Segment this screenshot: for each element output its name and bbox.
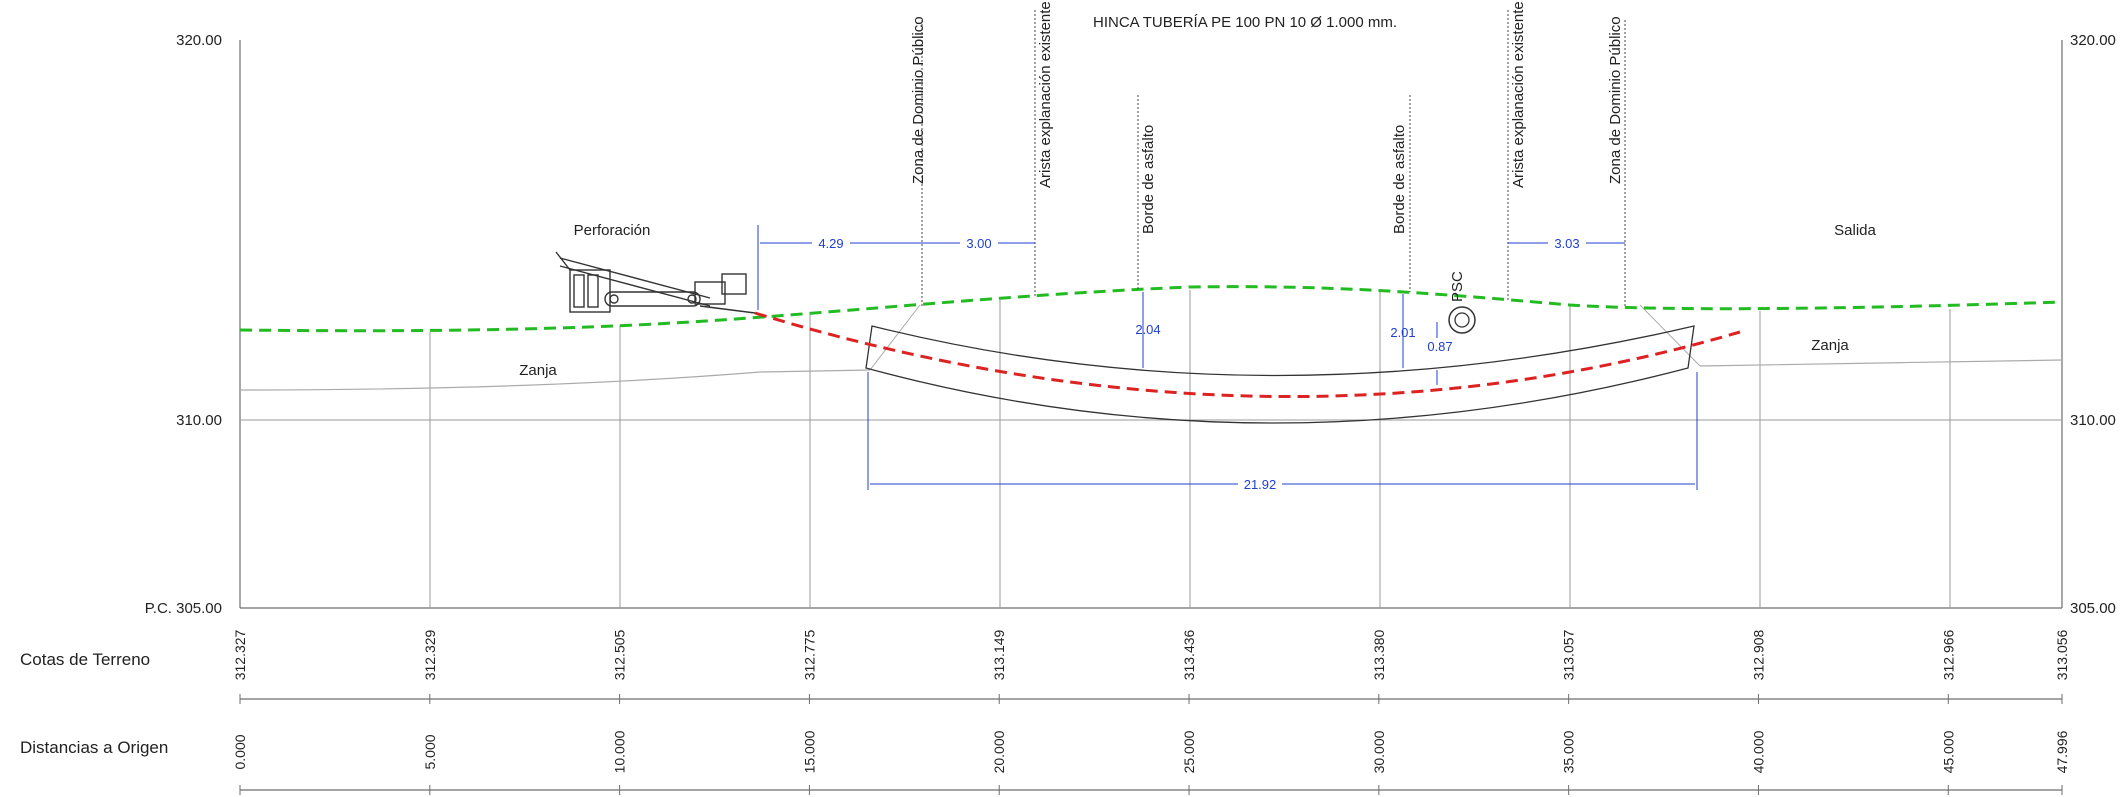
- dim-4-29-bg: [812, 235, 850, 251]
- dim-21-92: 21.92: [1244, 477, 1277, 492]
- cover-right: 2.01: [1390, 325, 1415, 340]
- marker-borde-asfalto-left: Borde de asfalto: [1140, 125, 1157, 234]
- terrain-line: [239, 285, 2063, 333]
- drill-rig-icon: [555, 251, 756, 314]
- distance-value: 20.000: [991, 730, 1007, 773]
- distance-value: 25.000: [1181, 730, 1197, 773]
- cota-value: 313.436: [1181, 629, 1197, 680]
- dim-3-03-bg: [1548, 235, 1586, 251]
- left-tick-305: P.C. 305.00: [145, 600, 222, 617]
- cota-value: 312.329: [422, 629, 438, 680]
- psc-label: PSC: [1449, 271, 1466, 302]
- dim-3-00: 3.00: [966, 236, 991, 251]
- zanja-left-label: Zanja: [519, 362, 557, 379]
- dim-4-29: 4.29: [818, 236, 843, 251]
- distance-value: 35.000: [1561, 730, 1577, 773]
- dimension-lines: [757, 225, 1698, 490]
- left-tick-320: 320.00: [176, 32, 222, 49]
- bore-path: [754, 311, 1741, 399]
- cota-value: 312.505: [612, 629, 628, 680]
- drawing-title: HINCA TUBERÍA PE 100 PN 10 Ø 1.000 mm.: [1093, 14, 1397, 31]
- right-tick-310: 310.00: [2070, 412, 2116, 429]
- trench-slope-left: [869, 304, 921, 371]
- dim-21-92-bg: [1238, 476, 1282, 492]
- distance-value: 45.000: [1940, 730, 1956, 773]
- left-tick-310: 310.00: [176, 412, 222, 429]
- station-values: 312.327 0.000 312.329 5.000 312.505 10.000 312…: [232, 629, 2070, 773]
- distance-value: 40.000: [1750, 730, 1766, 773]
- distance-value: 30.000: [1371, 730, 1387, 773]
- distance-value: 0.000: [232, 734, 248, 769]
- existing-ground-left: [239, 369, 871, 391]
- right-tick-320: 320.00: [2070, 32, 2116, 49]
- marker-arista-left: Arista explanación existente: [1037, 1, 1054, 188]
- dim-3-00-bg: [960, 235, 998, 251]
- right-tick-305: 305.00: [2070, 600, 2116, 617]
- cover-left: 2.04: [1135, 322, 1160, 337]
- cota-value: 313.057: [1561, 629, 1577, 680]
- cota-value: 313.056: [2054, 629, 2070, 680]
- psc-pipe-icon: [1448, 306, 1476, 334]
- perforacion-label: Perforación: [574, 222, 651, 239]
- distance-value: 10.000: [612, 730, 628, 773]
- distance-value: 47.996: [2054, 730, 2070, 773]
- cota-value: 312.775: [801, 629, 817, 680]
- distancias-origen-label: Distancias a Origen: [20, 738, 168, 757]
- marker-arista-right: Arista explanación existente: [1510, 1, 1527, 188]
- marker-zona-dominio-left: Zona de Dominio Público: [910, 16, 927, 184]
- cota-value: 312.966: [1940, 629, 1956, 680]
- psc-clearance: 0.87: [1427, 339, 1452, 354]
- existing-ground-right: [1699, 359, 2063, 367]
- marker-borde-asfalto-right: Borde de asfalto: [1391, 125, 1408, 234]
- pipe-casing: [865, 325, 1695, 424]
- station-gridlines: [429, 290, 1951, 608]
- distance-value: 15.000: [801, 730, 817, 773]
- marker-zona-dominio-right: Zona de Dominio Público: [1607, 16, 1624, 184]
- dim-3-03: 3.03: [1554, 236, 1579, 251]
- zanja-right-label: Zanja: [1811, 337, 1849, 354]
- cota-value: 312.908: [1750, 629, 1766, 680]
- cota-value: 312.327: [232, 629, 248, 680]
- cotas-terreno-label: Cotas de Terreno: [20, 650, 150, 669]
- cota-value: 313.149: [991, 629, 1007, 680]
- salida-label: Salida: [1834, 222, 1876, 239]
- cota-value: 313.380: [1371, 629, 1387, 680]
- marker-leaders: [921, 10, 1626, 308]
- station-ticks: [239, 694, 2063, 795]
- distance-value: 5.000: [422, 734, 438, 769]
